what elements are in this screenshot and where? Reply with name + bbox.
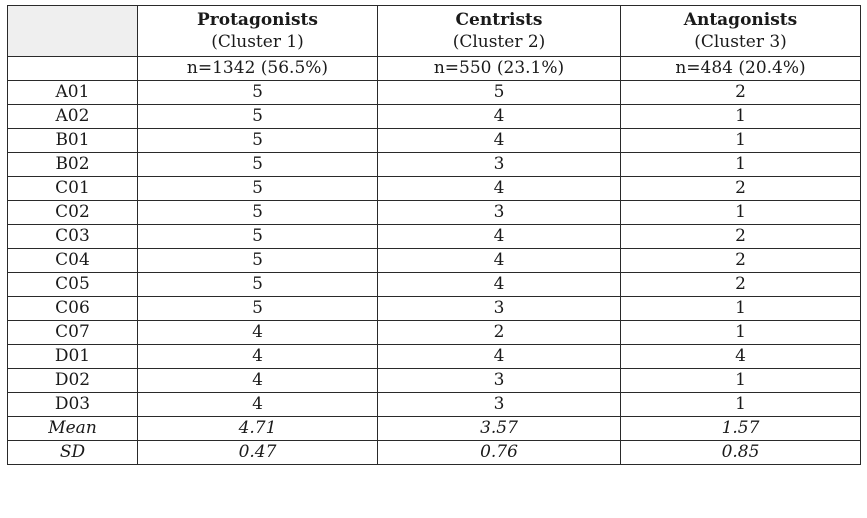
table-row: D03 4 3 1	[7, 392, 861, 417]
row-label: C03	[7, 224, 138, 249]
cell-cluster-1: 4.71	[137, 416, 378, 441]
cell-cluster-2: 3	[377, 392, 621, 417]
table-row: C07 4 2 1	[7, 320, 861, 345]
cell-cluster-2: 4	[377, 224, 621, 249]
cell-cluster-3: 2	[620, 224, 861, 249]
row-label: C05	[7, 272, 138, 297]
cluster-3-name: Antagonists	[683, 10, 798, 30]
cell-cluster-2: 4	[377, 176, 621, 201]
row-label: D02	[7, 368, 138, 393]
row-label: A02	[7, 104, 138, 129]
cluster-1-n: n=1342 (56.5%)	[137, 56, 378, 81]
row-label: C04	[7, 248, 138, 273]
stat-row: SD 0.47 0.76 0.85	[7, 440, 861, 465]
cluster-2-name: Centrists	[455, 10, 543, 30]
cell-cluster-3: 2	[620, 248, 861, 273]
cell-cluster-2: 3.57	[377, 416, 621, 441]
cell-cluster-3: 2	[620, 176, 861, 201]
table-body: Protagonists (Cluster 1) Centrists (Clus…	[7, 5, 861, 465]
cell-cluster-2: 5	[377, 80, 621, 105]
cell-cluster-2: 4	[377, 248, 621, 273]
cell-cluster-1: 4	[137, 320, 378, 345]
cell-cluster-1: 5	[137, 104, 378, 129]
table-row: C05 5 4 2	[7, 272, 861, 297]
cell-cluster-3: 0.85	[620, 440, 861, 465]
cell-cluster-3: 2	[620, 272, 861, 297]
cluster-3-n: n=484 (20.4%)	[620, 56, 861, 81]
table-row: C01 5 4 2	[7, 176, 861, 201]
cell-cluster-2: 3	[377, 368, 621, 393]
table-row: D02 4 3 1	[7, 368, 861, 393]
cluster-3-subtitle: (Cluster 3)	[694, 32, 787, 52]
cell-cluster-3: 1	[620, 320, 861, 345]
sample-size-row: n=1342 (56.5%) n=550 (23.1%) n=484 (20.4…	[7, 56, 861, 81]
header-cluster-3: Antagonists (Cluster 3)	[620, 5, 861, 57]
cell-cluster-3: 1	[620, 104, 861, 129]
table-row: C06 5 3 1	[7, 296, 861, 321]
cluster-table: Protagonists (Cluster 1) Centrists (Clus…	[7, 5, 861, 465]
table-row: B02 5 3 1	[7, 152, 861, 177]
table-row: D01 4 4 4	[7, 344, 861, 369]
header-corner-cell	[7, 5, 138, 57]
cell-cluster-1: 5	[137, 80, 378, 105]
sample-size-label-cell	[7, 56, 138, 81]
row-label: B01	[7, 128, 138, 153]
cell-cluster-1: 5	[137, 128, 378, 153]
table-row: C04 5 4 2	[7, 248, 861, 273]
row-label: C01	[7, 176, 138, 201]
row-label: D03	[7, 392, 138, 417]
cell-cluster-3: 1	[620, 152, 861, 177]
row-label: C02	[7, 200, 138, 225]
cell-cluster-1: 5	[137, 200, 378, 225]
cell-cluster-1: 4	[137, 368, 378, 393]
cell-cluster-1: 5	[137, 176, 378, 201]
cluster-2-n: n=550 (23.1%)	[377, 56, 621, 81]
cell-cluster-2: 4	[377, 344, 621, 369]
cell-cluster-3: 1	[620, 392, 861, 417]
cluster-1-name: Protagonists	[197, 10, 318, 30]
cell-cluster-3: 1	[620, 368, 861, 393]
table-row: C03 5 4 2	[7, 224, 861, 249]
row-label: SD	[7, 440, 138, 465]
row-label: Mean	[7, 416, 138, 441]
cell-cluster-1: 5	[137, 248, 378, 273]
table-row: C02 5 3 1	[7, 200, 861, 225]
cell-cluster-3: 1	[620, 296, 861, 321]
cell-cluster-2: 3	[377, 152, 621, 177]
table-row: A01 5 5 2	[7, 80, 861, 105]
row-label: D01	[7, 344, 138, 369]
cell-cluster-1: 4	[137, 344, 378, 369]
cell-cluster-3: 1	[620, 128, 861, 153]
cell-cluster-1: 5	[137, 152, 378, 177]
cell-cluster-1: 5	[137, 224, 378, 249]
cell-cluster-3: 1.57	[620, 416, 861, 441]
header-cluster-1: Protagonists (Cluster 1)	[137, 5, 378, 57]
table-row: A02 5 4 1	[7, 104, 861, 129]
row-label: C07	[7, 320, 138, 345]
stat-row: Mean 4.71 3.57 1.57	[7, 416, 861, 441]
header-row: Protagonists (Cluster 1) Centrists (Clus…	[7, 5, 861, 57]
cell-cluster-2: 4	[377, 128, 621, 153]
cell-cluster-1: 0.47	[137, 440, 378, 465]
cell-cluster-1: 5	[137, 272, 378, 297]
cell-cluster-1: 5	[137, 296, 378, 321]
cell-cluster-3: 1	[620, 200, 861, 225]
cell-cluster-2: 4	[377, 272, 621, 297]
header-cluster-2: Centrists (Cluster 2)	[377, 5, 621, 57]
cell-cluster-2: 0.76	[377, 440, 621, 465]
cell-cluster-2: 2	[377, 320, 621, 345]
cluster-1-subtitle: (Cluster 1)	[211, 32, 304, 52]
cell-cluster-3: 4	[620, 344, 861, 369]
cell-cluster-3: 2	[620, 80, 861, 105]
cell-cluster-2: 3	[377, 200, 621, 225]
row-label: B02	[7, 152, 138, 177]
row-label: A01	[7, 80, 138, 105]
cell-cluster-1: 4	[137, 392, 378, 417]
table-row: B01 5 4 1	[7, 128, 861, 153]
row-label: C06	[7, 296, 138, 321]
cluster-2-subtitle: (Cluster 2)	[452, 32, 546, 52]
cell-cluster-2: 3	[377, 296, 621, 321]
cell-cluster-2: 4	[377, 104, 621, 129]
